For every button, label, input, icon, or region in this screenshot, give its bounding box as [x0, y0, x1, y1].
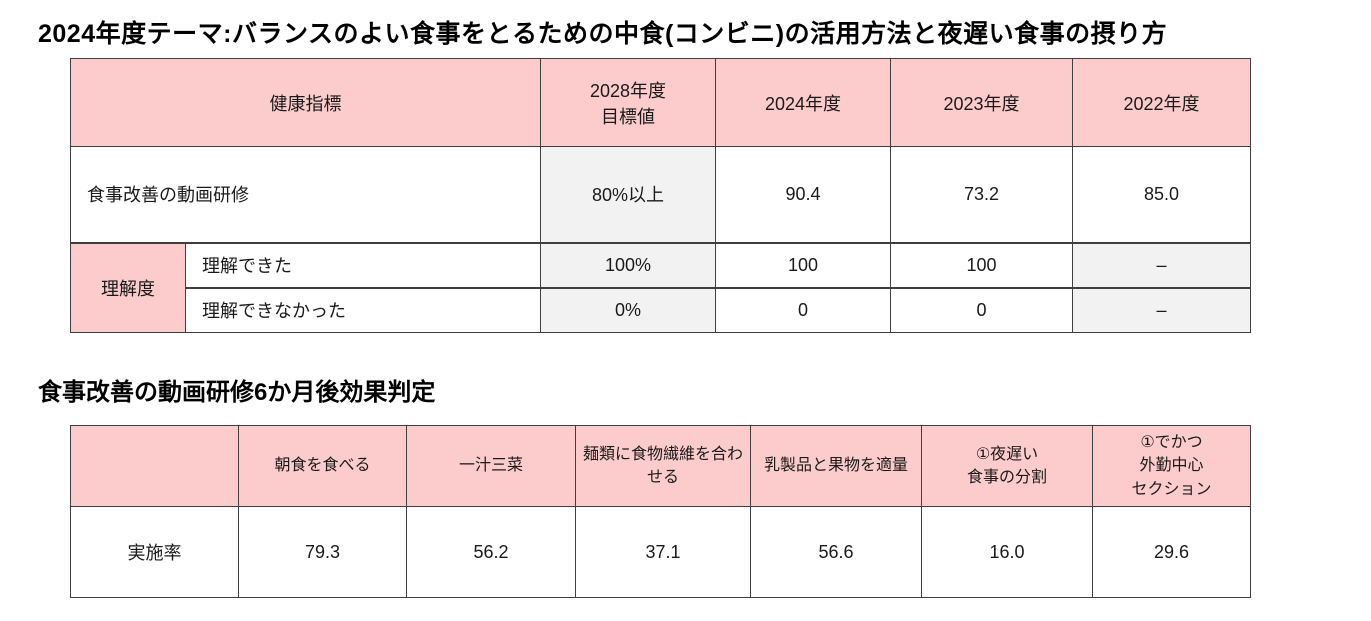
cell-value-ichijuu: 56.2 [406, 506, 576, 598]
section-title-effect-judgement: 食事改善の動画研修6か月後効果判定 [38, 379, 436, 406]
cell-understood-label: 理解できた [185, 242, 541, 289]
page-title: 2024年度テーマ:バランスのよい食事をとるための中食(コンビニ)の活用方法と夜… [38, 20, 1168, 48]
cell-notunderstood-2024: 0 [715, 287, 891, 333]
header-breakfast: 朝食を食べる [238, 425, 407, 507]
cell-value-breakfast: 79.3 [238, 506, 407, 598]
header-target-2028: 2028年度 目標値 [540, 58, 716, 147]
cell-understood-2024: 100 [715, 242, 891, 289]
cell-implementation-label: 実施率 [70, 506, 239, 598]
cell-understood-2022: – [1072, 242, 1251, 289]
cell-notunderstood-2023: 0 [890, 287, 1073, 333]
row-not-understood: 理解できなかった 0% 0 0 – [71, 287, 1251, 333]
cell-training-2023: 73.2 [890, 146, 1073, 244]
table-header-row: 健康指標 2028年度 目標値 2024年度 2023年度 2022年度 [70, 58, 1251, 147]
table2-header-row: 朝食を食べる 一汁三菜 麺類に食物繊維を合わせる 乳製品と果物を適量 ①夜遅い … [70, 425, 1251, 507]
header-ichijuu-sansai: 一汁三菜 [406, 425, 576, 507]
cell-understood-target: 100% [540, 242, 716, 289]
header-2022: 2022年度 [1072, 58, 1251, 147]
header-dairy-fruit: 乳製品と果物を適量 [750, 425, 922, 507]
row-implementation-rate: 実施率 79.3 56.2 37.1 56.6 16.0 29.6 [70, 506, 1251, 598]
cell-notunderstood-label: 理解できなかった [185, 287, 541, 333]
cell-understood-2023: 100 [890, 242, 1073, 289]
header-late-meal-split: ①夜遅い 食事の分割 [921, 425, 1093, 507]
cell-notunderstood-target: 0% [540, 287, 716, 333]
cell-value-noodles: 37.1 [575, 506, 751, 598]
cell-training-label: 食事改善の動画研修 [70, 146, 541, 244]
header-2024: 2024年度 [715, 58, 891, 147]
cell-value-section: 29.6 [1092, 506, 1251, 598]
cell-training-target: 80%以上 [540, 146, 716, 244]
header-metric: 健康指標 [70, 58, 541, 147]
cell-training-2024: 90.4 [715, 146, 891, 244]
health-metrics-table: 健康指標 2028年度 目標値 2024年度 2023年度 2022年度 食事改… [70, 58, 1251, 333]
cell-value-late-meal: 16.0 [921, 506, 1093, 598]
header-2023: 2023年度 [890, 58, 1073, 147]
cell-group-rikaido: 理解度 [70, 242, 186, 333]
row-video-training: 食事改善の動画研修 80%以上 90.4 73.2 85.0 [70, 146, 1251, 244]
header-corner-empty [70, 425, 239, 507]
header-field-work-section: ①でかつ 外勤中心 セクション [1092, 425, 1251, 507]
header-noodles-fiber: 麺類に食物繊維を合わせる [575, 425, 751, 507]
row-understood: 理解度 理解できた 100% 100 100 – [70, 242, 1251, 333]
cell-training-2022: 85.0 [1072, 146, 1251, 244]
cell-value-dairy: 56.6 [750, 506, 922, 598]
six-month-effect-table: 朝食を食べる 一汁三菜 麺類に食物繊維を合わせる 乳製品と果物を適量 ①夜遅い … [70, 425, 1251, 598]
cell-notunderstood-2022: – [1072, 287, 1251, 333]
